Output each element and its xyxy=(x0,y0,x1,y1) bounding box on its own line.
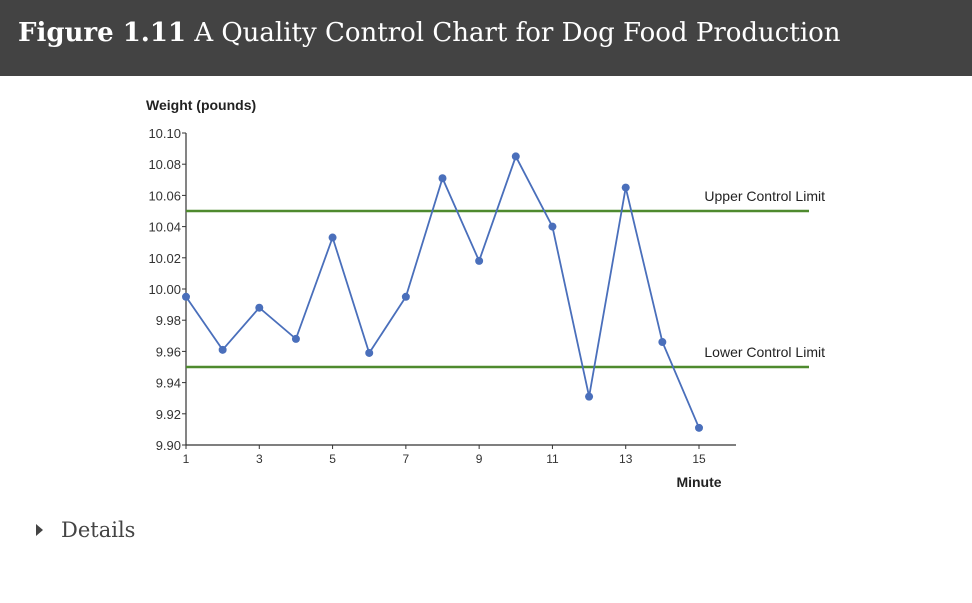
y-tick-label: 9.98 xyxy=(156,313,181,328)
data-point xyxy=(438,174,447,183)
details-toggle[interactable]: Details xyxy=(36,518,135,542)
x-tick-label: 13 xyxy=(619,452,633,466)
y-tick-label: 10.00 xyxy=(148,282,181,297)
y-tick-label: 9.94 xyxy=(156,376,181,391)
data-point xyxy=(511,152,520,161)
figure-caption: A Quality Control Chart for Dog Food Pro… xyxy=(194,18,841,48)
data-point xyxy=(548,222,557,231)
caret-right-icon xyxy=(36,524,43,536)
data-point xyxy=(401,292,410,301)
data-point xyxy=(218,345,227,354)
y-tick-label: 9.90 xyxy=(156,438,181,453)
x-tick-label: 15 xyxy=(692,452,706,466)
upper-control-limit-label: Upper Control Limit xyxy=(704,188,825,204)
data-point xyxy=(255,303,264,312)
data-point xyxy=(182,292,190,301)
y-axis-title: Weight (pounds) xyxy=(146,97,256,113)
x-tick-label: 7 xyxy=(403,452,410,466)
x-tick-label: 9 xyxy=(476,452,483,466)
figure-title: Figure 1.11 A Quality Control Chart for … xyxy=(18,18,841,48)
data-point xyxy=(621,183,630,192)
data-point xyxy=(328,233,337,242)
y-tick-label: 10.06 xyxy=(148,188,181,203)
weight-series-line xyxy=(185,154,700,429)
data-point xyxy=(585,392,594,401)
figure-label: Figure 1.11 xyxy=(18,18,187,48)
quality-control-chart: 9.90 9.92 9.94 9.96 9.98 10.00 10.02 10.04 10.06… xyxy=(146,97,825,490)
y-tick-label: 9.96 xyxy=(156,344,181,359)
y-tick-label: 10.08 xyxy=(148,157,181,172)
data-point xyxy=(291,334,300,343)
details-label: Details xyxy=(61,518,136,542)
data-point xyxy=(475,256,484,265)
y-tick-label: 10.10 xyxy=(148,126,181,141)
x-tick-label: 5 xyxy=(329,452,336,466)
lower-control-limit-label: Lower Control Limit xyxy=(704,344,825,360)
data-point xyxy=(695,423,703,432)
x-tick-label: 1 xyxy=(183,452,190,466)
y-tick-label: 9.92 xyxy=(156,407,181,422)
data-point xyxy=(658,338,667,347)
y-tick-label: 10.02 xyxy=(148,251,181,266)
figure-header: Figure 1.11 A Quality Control Chart for … xyxy=(0,0,972,76)
data-point xyxy=(365,348,374,357)
y-tick-label: 10.04 xyxy=(148,220,181,235)
x-tick-label: 3 xyxy=(256,452,263,466)
x-tick-label: 11 xyxy=(546,452,559,466)
x-axis-title: Minute xyxy=(676,474,721,490)
